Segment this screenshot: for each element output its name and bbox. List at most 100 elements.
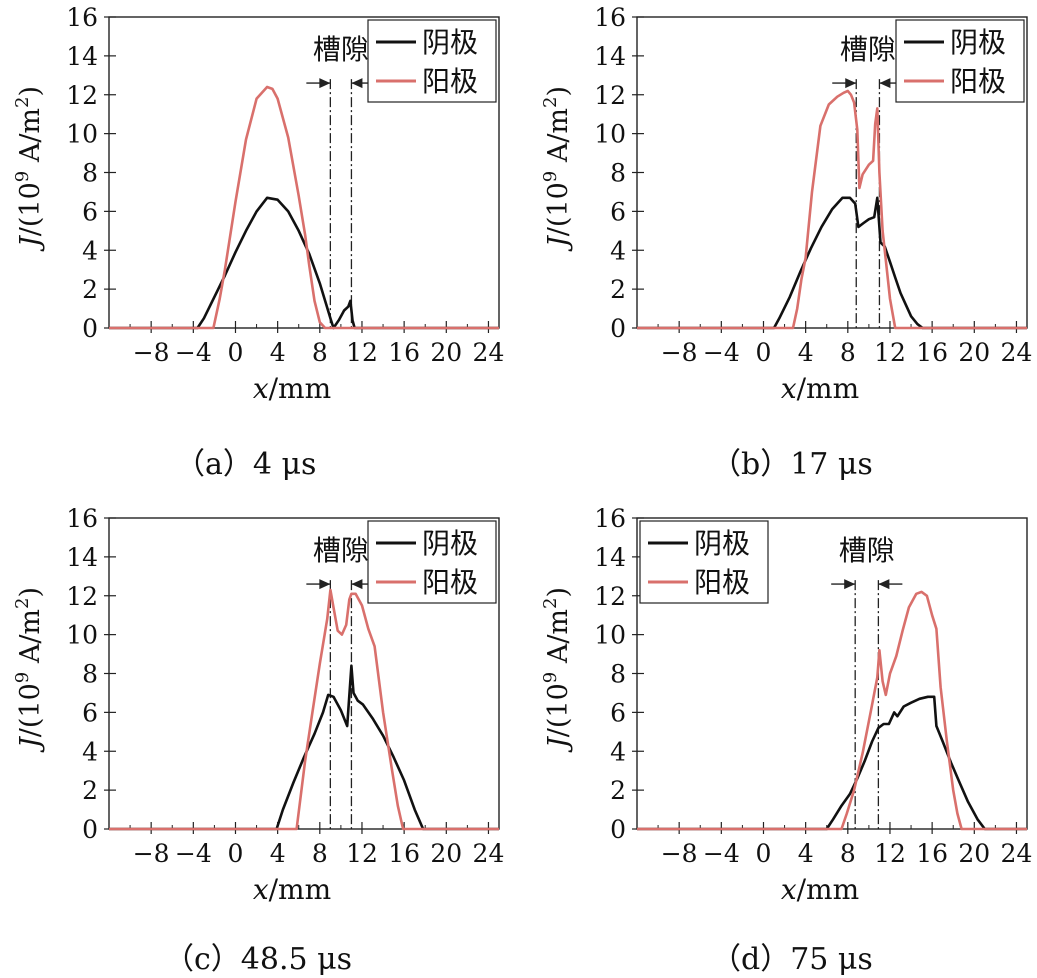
y-axis-label: J/(109 A/m2): [12, 86, 46, 252]
y-tick-label: 14: [66, 543, 98, 572]
y-axis-label-part: ): [543, 86, 574, 97]
x-tick-label: 24: [473, 338, 505, 367]
y-axis-label: J/(109 A/m2): [12, 587, 46, 753]
x-tick-label: −4: [703, 338, 740, 367]
y-axis-label-part: /(10: [543, 182, 574, 236]
x-tick-label: 16: [388, 338, 420, 367]
y-axis-label-var: J: [15, 234, 46, 252]
y-tick-label: 0: [82, 815, 98, 844]
x-axis-label-unit: /mm: [269, 372, 332, 405]
x-tick-label: 0: [228, 839, 244, 868]
y-tick-label: 6: [610, 698, 626, 727]
x-axis-label: x/mm: [253, 873, 331, 906]
y-axis-label-exp: 9: [12, 171, 33, 182]
x-tick-label: 0: [756, 338, 772, 367]
y-axis-label-part: /(10: [543, 683, 574, 737]
x-axis-label-var: x: [781, 873, 797, 906]
y-tick-label: 10: [66, 120, 98, 149]
series-line-anode: [637, 590, 1027, 831]
y-axis-label: J/(109 A/m2): [540, 587, 574, 753]
legend-label: 阴极: [422, 527, 478, 560]
x-tick-label: −8: [133, 338, 170, 367]
slot-arrow-left-head: [319, 78, 331, 89]
slot-label: 槽隙: [313, 534, 369, 567]
slot-arrow-left-head: [319, 579, 331, 590]
y-tick-label: 14: [594, 543, 626, 572]
y-tick-label: 12: [66, 81, 98, 110]
x-tick-label: 12: [874, 839, 906, 868]
x-tick-label: −8: [133, 839, 170, 868]
series-line-anode: [637, 89, 1027, 330]
slot-label: 槽隙: [840, 33, 896, 66]
y-axis-label-part: A/m: [15, 609, 46, 672]
slot-arrow-left-head: [845, 78, 857, 89]
y-axis-label-part: ): [15, 587, 46, 598]
slot-arrow-right-head: [351, 579, 363, 590]
y-tick-label: 6: [82, 698, 98, 727]
y-axis-label-part: A/m: [543, 108, 574, 171]
panel-caption-a: （a）4 μs: [175, 447, 317, 482]
x-axis-label-var: x: [253, 873, 269, 906]
y-tick-label: 8: [82, 660, 98, 689]
y-tick-label: 4: [82, 737, 98, 766]
x-tick-label: 8: [840, 338, 856, 367]
x-tick-label: 4: [270, 839, 286, 868]
x-axis-label: x/mm: [253, 372, 331, 405]
x-tick-label: 0: [228, 338, 244, 367]
x-tick-label: −8: [661, 338, 698, 367]
y-axis-label-sq: 2: [12, 97, 33, 108]
x-tick-label: 12: [346, 338, 378, 367]
y-axis-label-exp: 9: [12, 672, 33, 683]
y-tick-label: 14: [66, 42, 98, 71]
y-tick-label: 2: [610, 275, 626, 304]
slot-arrow-left-head: [844, 579, 856, 590]
y-axis-label-exp: 9: [540, 171, 561, 182]
y-tick-label: 16: [594, 3, 626, 32]
y-tick-label: 2: [82, 776, 98, 805]
panel-caption-d: （d）75 μs: [711, 942, 873, 977]
x-tick-label: −4: [175, 839, 212, 868]
x-tick-label: 24: [1001, 839, 1033, 868]
y-tick-label: 10: [594, 120, 626, 149]
series-line-anode: [109, 588, 499, 831]
x-axis-label: x/mm: [781, 372, 859, 405]
x-tick-label: 0: [756, 839, 772, 868]
legend-label: 阳极: [694, 566, 750, 599]
y-axis-label-part: ): [15, 86, 46, 97]
y-axis-label-var: J: [15, 735, 46, 753]
x-tick-label: 12: [874, 338, 906, 367]
series-line-cathode: [109, 196, 499, 330]
y-tick-label: 10: [66, 621, 98, 650]
y-tick-label: 0: [610, 815, 626, 844]
x-tick-label: 8: [840, 839, 856, 868]
x-tick-label: 20: [430, 839, 462, 868]
x-tick-label: 12: [346, 839, 378, 868]
y-tick-label: 14: [594, 42, 626, 71]
x-tick-label: 16: [388, 839, 420, 868]
slot-label: 槽隙: [313, 33, 369, 66]
y-axis-label-part: A/m: [543, 609, 574, 672]
slot-arrow-right-head: [351, 78, 363, 89]
y-tick-label: 12: [594, 81, 626, 110]
x-tick-label: 4: [270, 338, 286, 367]
y-axis-label-part: /(10: [15, 182, 46, 236]
y-tick-label: 0: [82, 314, 98, 343]
x-tick-label: 8: [312, 338, 328, 367]
y-tick-label: 4: [610, 236, 626, 265]
x-tick-label: 4: [798, 338, 814, 367]
y-axis-label-exp: 9: [540, 672, 561, 683]
y-tick-label: 8: [82, 159, 98, 188]
x-axis-label: x/mm: [781, 873, 859, 906]
legend-label: 阳极: [950, 65, 1006, 98]
series-line-anode: [109, 85, 499, 330]
legend-label: 阳极: [422, 65, 478, 98]
x-tick-label: −4: [175, 338, 212, 367]
x-tick-label: 20: [958, 338, 990, 367]
y-tick-label: 2: [82, 275, 98, 304]
x-tick-label: 16: [916, 839, 948, 868]
x-tick-label: 20: [430, 338, 462, 367]
